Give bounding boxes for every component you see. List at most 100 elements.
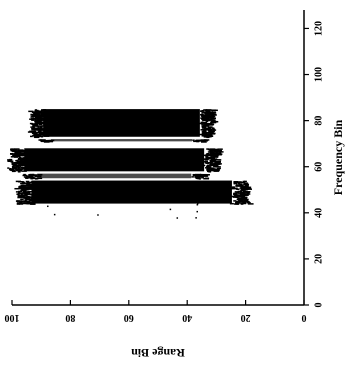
density-speckle — [9, 168, 12, 170]
density-speckle — [212, 157, 216, 159]
density-speckle — [21, 162, 28, 165]
density-speckle — [11, 166, 18, 168]
density-speckle — [20, 152, 27, 155]
density-speckle — [243, 180, 247, 183]
density-speckle — [206, 112, 211, 114]
density-speckle — [43, 119, 47, 121]
density-speckle — [242, 181, 246, 184]
density-speckle — [211, 119, 214, 121]
density-speckle — [28, 196, 34, 198]
density-speckle — [44, 139, 51, 142]
density-speckle — [209, 161, 213, 163]
density-speckle — [201, 113, 204, 116]
density-speckle — [21, 182, 25, 185]
density-speckle — [210, 122, 213, 125]
density-speckle — [33, 135, 39, 138]
density-speckle — [24, 193, 30, 195]
density-speckle — [205, 156, 211, 159]
density-speckle — [36, 110, 41, 112]
density-speckle — [16, 159, 19, 162]
density-speckle — [37, 132, 42, 134]
density-speckle — [217, 162, 220, 164]
density-speckle — [34, 109, 39, 112]
density-speckle — [216, 199, 219, 201]
density-speckle — [17, 167, 20, 169]
density-speckle — [10, 150, 14, 152]
density-speckle — [23, 173, 26, 176]
density-speckle — [206, 164, 210, 167]
density-speckle — [19, 164, 24, 167]
density-speckle — [30, 181, 37, 183]
density-speckle — [25, 180, 30, 183]
density-speckle — [210, 128, 216, 130]
density-speckle — [16, 168, 21, 171]
density-speckle — [201, 175, 205, 178]
density-speckle — [206, 114, 211, 116]
density-band-3 — [14, 180, 254, 205]
density-speckle — [205, 109, 212, 111]
density-speckle — [42, 123, 48, 125]
density-speckle — [201, 176, 204, 179]
density-speckle — [239, 194, 244, 196]
density-speckle — [218, 160, 222, 163]
density-speckle — [31, 123, 38, 126]
density-speckle — [201, 135, 205, 137]
density-speckle — [19, 153, 25, 156]
density-speckle — [42, 135, 45, 137]
density-speckle — [21, 184, 24, 187]
density-speckle — [204, 115, 210, 118]
density-speckle — [38, 128, 45, 130]
density-speckle — [40, 109, 47, 112]
density-speckle — [17, 160, 21, 163]
density-speckle — [31, 131, 36, 133]
density-speckle — [203, 125, 209, 127]
density-speckle — [215, 148, 220, 151]
density-speckle — [18, 154, 22, 156]
density-speckle — [31, 111, 36, 113]
density-speckle — [38, 129, 45, 131]
density-speckle — [22, 196, 27, 199]
density-speckle — [12, 167, 17, 169]
density-speckle — [198, 122, 204, 125]
density-speckle — [25, 197, 31, 199]
density-speckle — [23, 157, 28, 159]
density-speckle — [213, 162, 216, 165]
density-speckle — [20, 201, 26, 203]
density-speckle — [41, 125, 44, 127]
density-speckle — [207, 157, 211, 160]
density-band-core — [24, 148, 205, 172]
density-speckle — [203, 128, 207, 130]
density-speckle — [211, 131, 214, 133]
density-speckle — [14, 152, 18, 154]
density-speckle — [28, 181, 33, 184]
density-speckle — [34, 175, 41, 178]
density-speckle — [204, 122, 211, 125]
density-band-core — [31, 180, 232, 204]
density-speckle — [216, 167, 221, 170]
density-speckle — [40, 131, 44, 133]
density-speckle — [207, 110, 211, 113]
density-speckle — [20, 150, 25, 152]
density-speckle — [37, 111, 42, 114]
x-ticks: 100 80 60 40 20 0 — [5, 300, 307, 323]
density-speckle — [209, 113, 215, 115]
density-speckle — [36, 177, 43, 180]
density-speckle — [24, 192, 29, 194]
density-speckle — [15, 191, 21, 193]
density-speckle — [86, 200, 88, 202]
density-speckle — [238, 200, 245, 202]
density-speckle — [47, 140, 54, 143]
density-speckle — [233, 200, 237, 202]
density-speckle — [197, 175, 203, 178]
density-speckle — [20, 168, 23, 171]
density-speckle — [37, 126, 40, 128]
density-speckle — [20, 189, 26, 192]
y-tick-label: 0 — [313, 303, 324, 308]
density-speckle — [195, 173, 202, 176]
density-speckle — [43, 135, 50, 137]
density-speckle — [32, 184, 38, 186]
density-speckle — [35, 125, 42, 127]
density-speckle — [234, 194, 241, 196]
density-speckle — [40, 139, 45, 142]
density-speckle — [34, 178, 38, 180]
